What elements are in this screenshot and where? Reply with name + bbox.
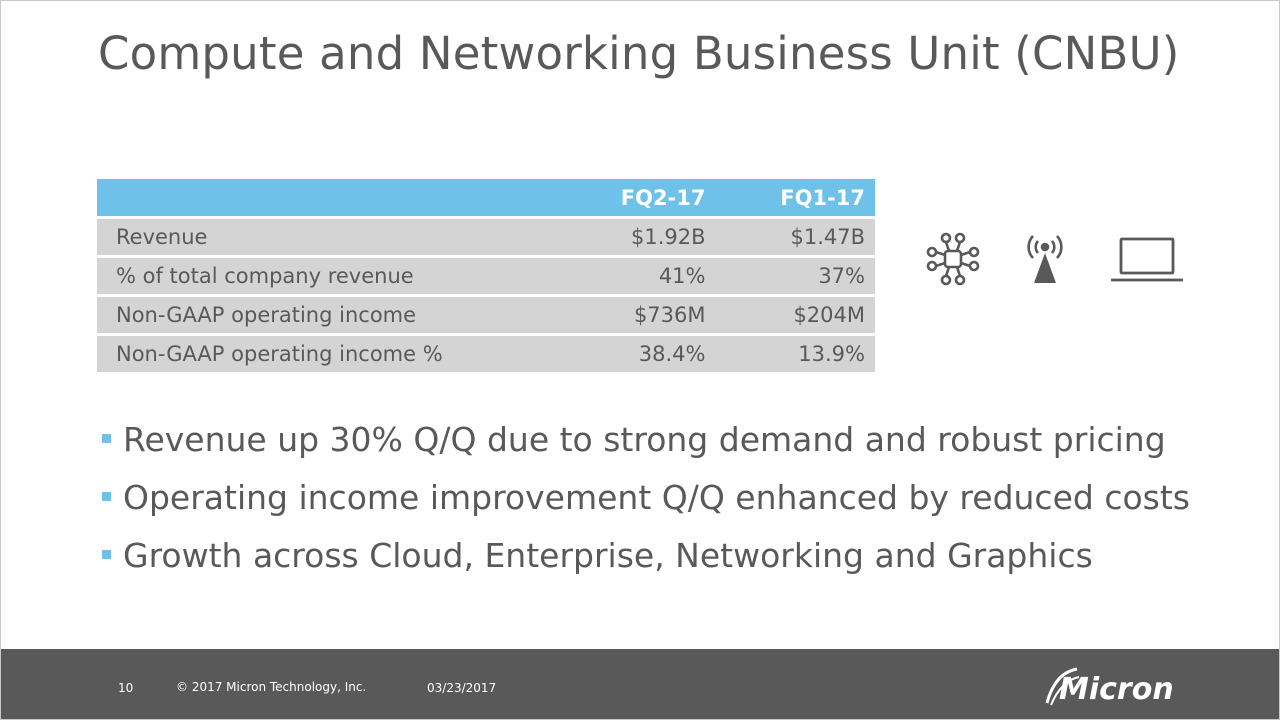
bullet-item: Operating income improvement Q/Q enhance… — [102, 477, 1190, 535]
table-row: Revenue $1.92B $1.47B — [97, 217, 875, 258]
cell-fq2-17: $1.92B — [556, 217, 716, 258]
table-header-row: FQ2-17 FQ1-17 — [97, 179, 875, 219]
copyright-text: © 2017 Micron Technology, Inc. — [176, 680, 367, 694]
bullet-marker — [102, 550, 111, 559]
cell-tower-icon — [1027, 235, 1063, 283]
bullet-item: Revenue up 30% Q/Q due to strong demand … — [102, 419, 1190, 477]
bullet-item: Growth across Cloud, Enterprise, Network… — [102, 535, 1190, 593]
cell-fq2-17: 38.4% — [556, 334, 716, 372]
table-header-fq1-17: FQ1-17 — [715, 179, 875, 219]
svg-text:Micron: Micron — [1059, 672, 1174, 707]
metrics-table: FQ2-17 FQ1-17 Revenue $1.92B $1.47B % of… — [97, 179, 875, 372]
row-label: % of total company revenue — [97, 256, 556, 297]
footer-date: 03/23/2017 — [427, 681, 497, 695]
laptop-icon — [1111, 237, 1183, 282]
micron-logo: Micron — [1045, 667, 1174, 707]
table-row: % of total company revenue 41% 37% — [97, 256, 875, 297]
table-row: Non-GAAP operating income $736M $204M — [97, 295, 875, 336]
table-row: Non-GAAP operating income % 38.4% 13.9% — [97, 334, 875, 372]
cell-fq1-17: $204M — [715, 295, 875, 336]
network-nodes-icon — [926, 232, 980, 286]
cell-fq1-17: $1.47B — [715, 217, 875, 258]
slide-title: Compute and Networking Business Unit (CN… — [98, 27, 1180, 80]
table-header-label — [97, 179, 556, 219]
cell-fq2-17: 41% — [556, 256, 716, 297]
cell-fq1-17: 13.9% — [715, 334, 875, 372]
bullet-marker — [102, 492, 111, 501]
bullet-text: Growth across Cloud, Enterprise, Network… — [123, 536, 1093, 575]
bullet-text: Revenue up 30% Q/Q due to strong demand … — [123, 420, 1166, 459]
row-label: Revenue — [97, 217, 556, 258]
row-label: Non-GAAP operating income — [97, 295, 556, 336]
cell-fq2-17: $736M — [556, 295, 716, 336]
page-number: 10 — [118, 681, 134, 695]
bullet-list: Revenue up 30% Q/Q due to strong demand … — [102, 419, 1190, 593]
footer: 10 © 2017 Micron Technology, Inc. 03/23/… — [1, 649, 1279, 719]
row-label: Non-GAAP operating income % — [97, 334, 556, 372]
segment-icons — [919, 229, 1189, 289]
bullet-marker — [102, 434, 111, 443]
bullet-text: Operating income improvement Q/Q enhance… — [123, 478, 1190, 517]
cell-fq1-17: 37% — [715, 256, 875, 297]
table-header-fq2-17: FQ2-17 — [556, 179, 716, 219]
